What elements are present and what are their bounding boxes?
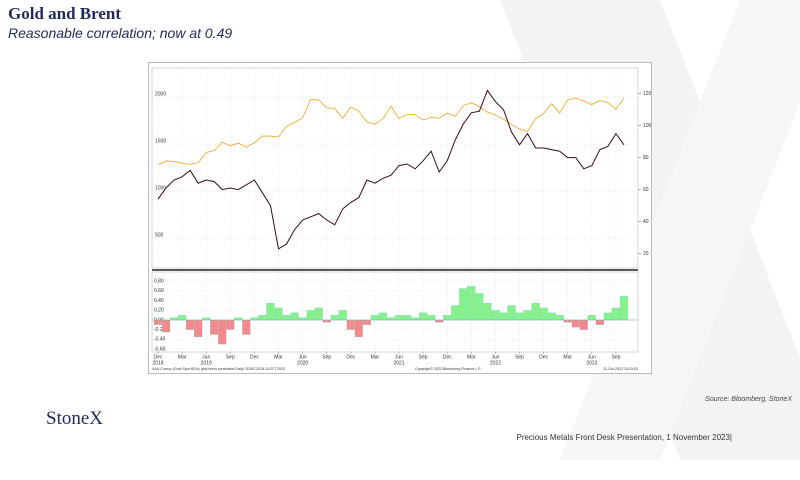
correlation-bar bbox=[266, 302, 275, 321]
x-tick-label: Dec bbox=[154, 354, 163, 360]
correlation-bar bbox=[306, 310, 315, 321]
y-tick-label: 0.60 bbox=[154, 288, 164, 294]
x-tick-label: Mar bbox=[467, 354, 476, 360]
y-tick-label: 0.40 bbox=[154, 298, 164, 304]
x-tick-label: Dec bbox=[346, 354, 355, 360]
bloomberg-footer: 31-Oct-2023 15:23:03 bbox=[603, 367, 638, 371]
y2-tick-label: 120 bbox=[643, 91, 652, 97]
correlation-bar bbox=[386, 317, 396, 321]
slide-subtitle: Reasonable correlation; now at 0.49 bbox=[8, 25, 233, 41]
x-year-label: 2020 bbox=[297, 360, 308, 366]
correlation-bar bbox=[426, 315, 436, 321]
x-tick-label: Sep bbox=[515, 354, 524, 360]
correlation-bar bbox=[435, 319, 444, 323]
y-tick-label: 1500 bbox=[155, 138, 166, 144]
correlation-bar bbox=[507, 305, 516, 321]
x-tick-label: Dec bbox=[443, 354, 452, 360]
series-line bbox=[157, 89, 625, 250]
correlation-bar bbox=[378, 312, 388, 321]
correlation-bar bbox=[234, 317, 243, 321]
y2-tick-label: 80 bbox=[643, 155, 649, 161]
correlation-bar bbox=[402, 315, 412, 321]
x-year-label: 2022 bbox=[490, 360, 501, 366]
x-tick-label: Dec bbox=[539, 354, 548, 360]
correlation-bar bbox=[354, 319, 364, 338]
slide-title: Gold and Brent bbox=[8, 4, 122, 23]
correlation-bar bbox=[338, 310, 347, 321]
correlation-bar bbox=[459, 288, 468, 321]
correlation-bar bbox=[571, 319, 580, 328]
x-tick-label: Jun bbox=[395, 354, 403, 360]
x-tick-label: Sep bbox=[226, 354, 235, 360]
bloomberg-footer: Copyright© 2023 Bloomberg Finance L.P. bbox=[415, 367, 481, 371]
correlation-bar bbox=[475, 293, 484, 321]
bottom-plot-frame bbox=[151, 271, 639, 353]
correlation-bar bbox=[194, 319, 203, 338]
x-tick-label: Mar bbox=[371, 354, 380, 360]
correlation-bar bbox=[290, 312, 299, 321]
x-year-label: 2021 bbox=[393, 360, 404, 366]
x-tick-label: Mar bbox=[274, 354, 283, 360]
correlation-bar bbox=[242, 319, 251, 335]
logo: StoneX bbox=[46, 408, 103, 429]
correlation-bar bbox=[185, 319, 195, 330]
footer: Precious Metals Front Desk Presentation,… bbox=[516, 433, 732, 442]
y-tick-label: -0.60 bbox=[154, 346, 166, 352]
x-tick-label: Mar bbox=[563, 354, 572, 360]
correlation-bar bbox=[218, 319, 227, 345]
y2-tick-label: 100 bbox=[643, 123, 652, 129]
x-tick-label: Sep bbox=[419, 354, 428, 360]
y-tick-label: -0.40 bbox=[154, 337, 166, 343]
correlation-bar bbox=[314, 307, 323, 321]
y-tick-label: -0.20 bbox=[154, 327, 166, 333]
correlation-bar bbox=[210, 319, 219, 335]
correlation-bar bbox=[483, 302, 492, 321]
x-year-label: 2023 bbox=[586, 360, 597, 366]
correlation-bar bbox=[619, 296, 629, 321]
x-tick-label: Sep bbox=[322, 354, 331, 360]
x-year-label: 2019 bbox=[201, 360, 212, 366]
x-tick-label: Jun bbox=[588, 354, 596, 360]
x-year-label: 2018 bbox=[152, 360, 163, 366]
x-tick-label: Dec bbox=[250, 354, 259, 360]
correlation-bar bbox=[418, 312, 428, 321]
x-tick-label: Sep bbox=[611, 354, 620, 360]
correlation-bar bbox=[282, 315, 291, 321]
correlation-bar bbox=[531, 302, 540, 321]
series-line bbox=[157, 97, 625, 166]
source-note: Source: Bloomberg, StoneX bbox=[705, 396, 792, 403]
x-tick-label: Jun bbox=[299, 354, 307, 360]
correlation-bar bbox=[169, 317, 179, 321]
y-tick-label: 0.20 bbox=[154, 308, 164, 314]
slide: Gold and Brent Reasonable correlation; n… bbox=[8, 0, 800, 460]
correlation-bar bbox=[579, 319, 588, 330]
x-tick-label: Mar bbox=[178, 354, 187, 360]
x-tick-label: Jun bbox=[491, 354, 499, 360]
correlation-bar bbox=[523, 310, 532, 321]
correlation-bar bbox=[555, 315, 564, 321]
correlation-bar bbox=[258, 315, 267, 321]
y2-tick-label: 60 bbox=[643, 187, 649, 193]
correlation-bar bbox=[161, 319, 171, 333]
correlation-bar bbox=[547, 312, 556, 321]
correlation-bar bbox=[603, 312, 613, 321]
y-tick-label: 2000 bbox=[155, 91, 166, 97]
y-tick-label: 500 bbox=[155, 232, 164, 238]
x-tick-label: Jun bbox=[202, 354, 210, 360]
y-tick-label: 1000 bbox=[155, 185, 166, 191]
y-tick-label: 0.80 bbox=[154, 279, 164, 285]
y2-tick-label: 40 bbox=[643, 219, 649, 225]
y2-tick-label: 20 bbox=[643, 251, 649, 257]
correlation-bar bbox=[410, 317, 420, 321]
correlation-bar bbox=[595, 319, 605, 325]
correlation-bar bbox=[499, 312, 508, 321]
chart: XAU Curncy (Gold Spot $/Oz) gold brent c… bbox=[148, 62, 652, 374]
top-plot-frame bbox=[151, 67, 639, 269]
correlation-bar bbox=[515, 312, 524, 321]
correlation-bar bbox=[362, 319, 372, 325]
correlation-bar bbox=[451, 305, 460, 321]
bloomberg-footer: XAU Curncy (Gold Spot $/Oz) gold brent c… bbox=[152, 367, 285, 371]
correlation-bar bbox=[330, 315, 339, 321]
